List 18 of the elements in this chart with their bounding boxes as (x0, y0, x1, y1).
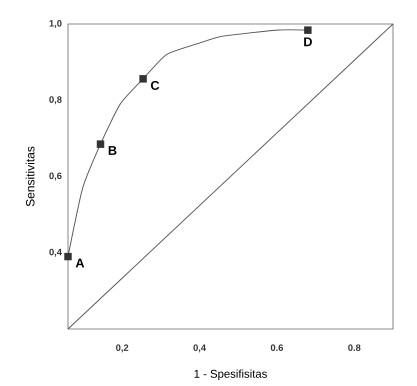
x-tick-label: 0.6 (270, 344, 284, 351)
x-tick-label: 0,2 (116, 344, 128, 352)
y-tick-label: 0,8 (49, 96, 62, 104)
y-tick-label: 1,0 (50, 20, 62, 28)
y-axis-title: Sensitivitas (26, 146, 35, 206)
annotation: A (76, 258, 84, 268)
annotation: C (150, 80, 160, 90)
annotation: B (108, 146, 116, 155)
point (96, 140, 104, 148)
point (304, 26, 312, 34)
y-tick-label: 0,4 (49, 248, 62, 257)
point (64, 252, 72, 260)
point (139, 75, 147, 83)
x-tick-label: 0,4 (193, 344, 206, 352)
x-tick-label: 0.8 (348, 344, 360, 351)
annotation: D (304, 37, 312, 46)
x-axis-title: 1 - Spesifisitas (194, 369, 267, 380)
y-tick-label: 0,6 (49, 172, 62, 180)
